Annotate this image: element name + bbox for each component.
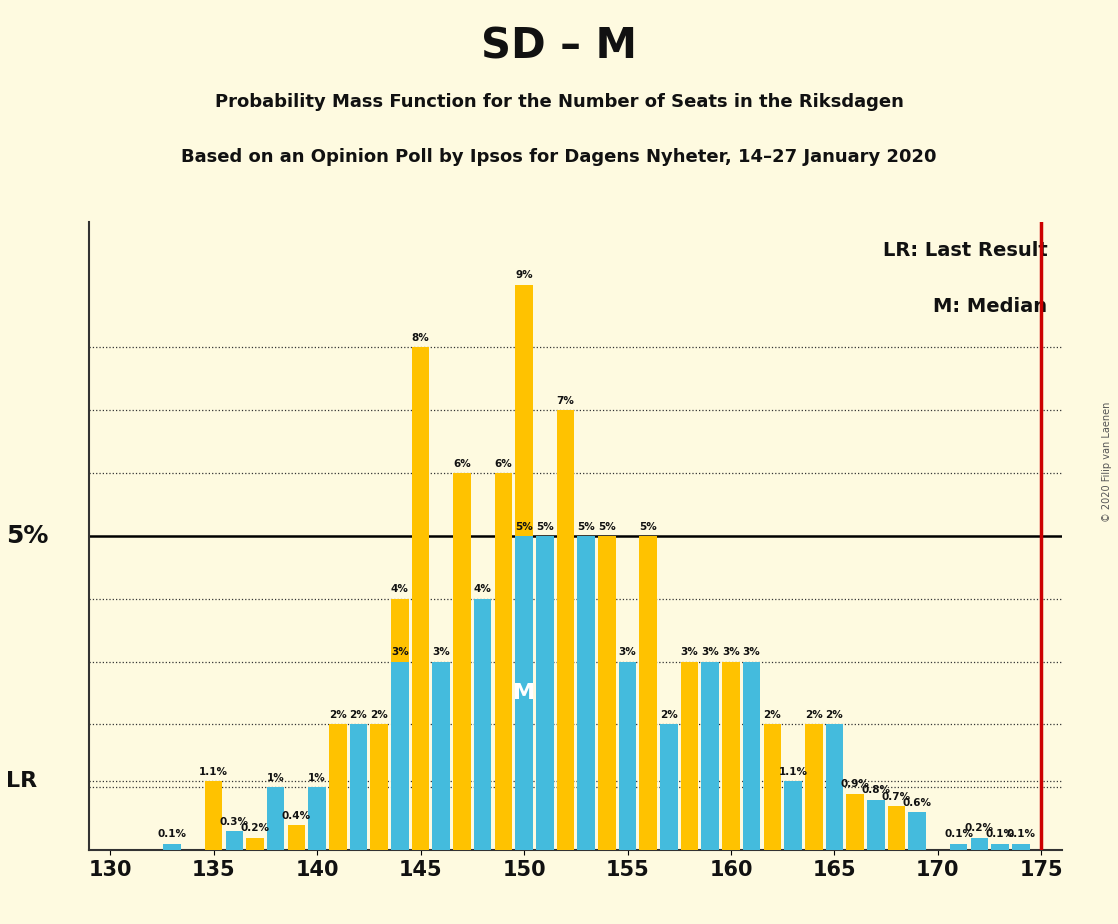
Bar — [474, 599, 492, 850]
Text: Based on an Opinion Poll by Ipsos for Dagens Nyheter, 14–27 January 2020: Based on an Opinion Poll by Ipsos for Da… — [181, 148, 937, 166]
Bar — [660, 724, 678, 850]
Text: 5%: 5% — [536, 521, 553, 531]
Bar — [267, 787, 284, 850]
Bar — [391, 599, 409, 850]
Text: 3%: 3% — [742, 647, 760, 657]
Text: 2%: 2% — [329, 710, 347, 720]
Bar — [370, 724, 388, 850]
Text: 0.7%: 0.7% — [882, 792, 911, 802]
Bar — [536, 536, 553, 850]
Bar — [287, 825, 305, 850]
Text: M: Median: M: Median — [934, 298, 1048, 316]
Bar — [205, 781, 222, 850]
Text: 3%: 3% — [681, 647, 699, 657]
Bar — [681, 662, 699, 850]
Text: 2%: 2% — [825, 710, 843, 720]
Text: 6%: 6% — [494, 458, 512, 468]
Bar — [453, 473, 471, 850]
Bar — [846, 794, 864, 850]
Bar — [639, 536, 657, 850]
Bar — [722, 662, 740, 850]
Text: Probability Mass Function for the Number of Seats in the Riksdagen: Probability Mass Function for the Number… — [215, 92, 903, 111]
Bar — [826, 724, 843, 850]
Bar — [494, 473, 512, 850]
Text: 0.9%: 0.9% — [841, 779, 870, 789]
Text: 2%: 2% — [805, 710, 823, 720]
Text: 0.2%: 0.2% — [240, 823, 269, 833]
Bar — [309, 787, 325, 850]
Text: 3%: 3% — [722, 647, 740, 657]
Text: 4%: 4% — [474, 584, 492, 594]
Text: 3%: 3% — [701, 647, 719, 657]
Text: 5%: 5% — [515, 521, 533, 531]
Bar — [329, 724, 347, 850]
Text: 0.1%: 0.1% — [944, 830, 973, 839]
Text: 0.1%: 0.1% — [158, 830, 187, 839]
Bar — [350, 724, 368, 850]
Text: 0.3%: 0.3% — [220, 817, 249, 827]
Text: 3%: 3% — [391, 647, 409, 657]
Text: 1%: 1% — [309, 772, 326, 783]
Text: 3%: 3% — [618, 647, 636, 657]
Text: LR: Last Result: LR: Last Result — [883, 240, 1048, 260]
Bar — [805, 724, 823, 850]
Text: 0.1%: 0.1% — [1006, 830, 1035, 839]
Text: 0.2%: 0.2% — [965, 823, 994, 833]
Bar — [784, 781, 802, 850]
Bar — [557, 410, 575, 850]
Bar — [970, 837, 988, 850]
Bar — [888, 806, 906, 850]
Text: 5%: 5% — [577, 521, 595, 531]
Text: M: M — [513, 683, 536, 703]
Text: 9%: 9% — [515, 270, 533, 280]
Text: 2%: 2% — [370, 710, 388, 720]
Text: 8%: 8% — [411, 333, 429, 343]
Bar — [950, 844, 967, 850]
Text: 7%: 7% — [557, 395, 575, 406]
Text: © 2020 Filip van Laenen: © 2020 Filip van Laenen — [1102, 402, 1112, 522]
Text: 0.1%: 0.1% — [985, 830, 1014, 839]
Text: 1.1%: 1.1% — [778, 767, 807, 776]
Text: 0.4%: 0.4% — [282, 810, 311, 821]
Bar — [764, 724, 781, 850]
Bar — [163, 844, 181, 850]
Text: 2%: 2% — [764, 710, 781, 720]
Text: 5%: 5% — [639, 521, 657, 531]
Bar — [1012, 844, 1030, 850]
Text: 2%: 2% — [350, 710, 368, 720]
Bar — [992, 844, 1008, 850]
Bar — [515, 285, 533, 850]
Text: 0.8%: 0.8% — [861, 785, 890, 796]
Text: LR: LR — [6, 771, 37, 791]
Text: 6%: 6% — [453, 458, 471, 468]
Text: 5%: 5% — [6, 524, 48, 548]
Bar — [742, 662, 760, 850]
Bar — [598, 536, 616, 850]
Bar — [226, 832, 243, 850]
Bar — [433, 662, 451, 850]
Text: 1%: 1% — [267, 772, 285, 783]
Bar — [391, 662, 409, 850]
Bar — [246, 837, 264, 850]
Bar — [868, 800, 884, 850]
Bar — [909, 812, 926, 850]
Text: 1.1%: 1.1% — [199, 767, 228, 776]
Bar — [411, 347, 429, 850]
Bar — [618, 662, 636, 850]
Bar — [577, 536, 595, 850]
Text: 0.6%: 0.6% — [902, 798, 931, 808]
Text: 2%: 2% — [660, 710, 678, 720]
Bar — [701, 662, 719, 850]
Text: SD – M: SD – M — [481, 25, 637, 67]
Text: 3%: 3% — [433, 647, 451, 657]
Text: 5%: 5% — [598, 521, 616, 531]
Text: 4%: 4% — [391, 584, 409, 594]
Bar — [515, 536, 533, 850]
